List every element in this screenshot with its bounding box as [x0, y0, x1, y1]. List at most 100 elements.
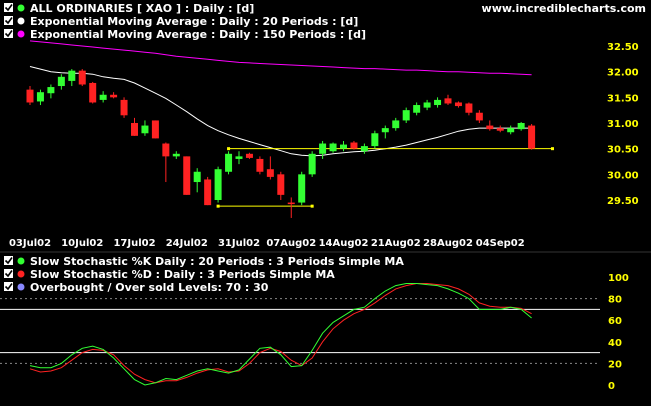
- stoch-k-line: [29, 283, 532, 386]
- price-tick-label: 32.50: [607, 42, 639, 53]
- candle-body: [340, 144, 347, 149]
- stoch-series: [29, 283, 532, 386]
- check-mark-icon: [4, 270, 13, 278]
- candle-body: [47, 87, 55, 94]
- support-line-handle[interactable]: [216, 204, 220, 208]
- candle-body: [78, 70, 86, 85]
- candle-body: [193, 171, 201, 183]
- candle: [371, 130, 379, 149]
- candle: [287, 197, 295, 218]
- date-tick-label: 10Jul02: [61, 238, 103, 249]
- candle: [151, 120, 159, 139]
- stoch-legend: Slow Stochastic %K Daily : 20 Periods : …: [4, 255, 404, 294]
- checkbox-icon[interactable]: [4, 16, 13, 25]
- candle-body: [381, 128, 389, 133]
- candle: [47, 84, 55, 99]
- candle-body: [329, 143, 337, 152]
- legend-item-ema150[interactable]: Exponential Moving Average : Daily : 150…: [4, 28, 366, 41]
- candle: [454, 101, 462, 108]
- candle: [360, 143, 368, 154]
- candle-body: [360, 146, 368, 152]
- candle-body: [141, 125, 149, 134]
- checkbox-icon[interactable]: [4, 256, 13, 265]
- stoch-tick-label: 80: [608, 295, 622, 306]
- candle-body: [507, 128, 515, 133]
- candle: [465, 102, 473, 116]
- candle: [110, 92, 118, 99]
- ema20-line: [29, 66, 532, 157]
- candle-body: [496, 128, 504, 131]
- candle: [131, 117, 138, 136]
- candle-body: [235, 156, 243, 159]
- candle-body: [454, 102, 462, 107]
- candle-body: [298, 174, 306, 203]
- price-tick-label: 31.50: [607, 93, 639, 104]
- candle-body: [308, 153, 316, 175]
- legend-item-ema20[interactable]: Exponential Moving Average : Daily : 20 …: [4, 15, 358, 28]
- magenta-dot-icon: [17, 30, 25, 38]
- candle-body: [68, 70, 76, 81]
- site-url[interactable]: www.incrediblecharts.com: [482, 2, 646, 15]
- checkbox-icon[interactable]: [4, 3, 13, 12]
- candle: [329, 142, 337, 153]
- candle-body: [517, 123, 525, 130]
- price-x-axis: 03Jul02 10Jul02 17Jul02 24Jul02 31Jul02 07Aug…: [9, 238, 525, 249]
- candle: [517, 121, 525, 131]
- candle-body: [162, 143, 170, 157]
- support-line-handle[interactable]: [227, 147, 231, 151]
- candle: [266, 156, 274, 180]
- legend-label: ALL ORDINARIES [ XAO ] : Daily : [d]: [30, 2, 254, 15]
- price-tick-label: 29.50: [607, 196, 639, 207]
- candle-body: [57, 76, 65, 87]
- legend-item-stoch-d[interactable]: Slow Stochastic %D : Daily : 3 Periods S…: [4, 268, 335, 281]
- candle-body: [319, 143, 327, 154]
- date-tick-label: 17Jul02: [113, 238, 155, 249]
- candle: [319, 140, 327, 159]
- candle-body: [402, 110, 410, 121]
- candle-body: [287, 202, 295, 205]
- candle-body: [423, 102, 431, 108]
- check-mark-icon: [4, 30, 13, 38]
- legend-item-levels[interactable]: Overbought / Over sold Levels: 70 : 30: [4, 281, 269, 294]
- support-line-handle[interactable]: [551, 147, 554, 151]
- candle-body: [110, 94, 118, 98]
- candle-body: [99, 94, 107, 100]
- green-dot-icon: [17, 257, 25, 265]
- candle: [141, 120, 149, 136]
- date-tick-label: 07Aug02: [266, 238, 316, 249]
- candle: [507, 125, 515, 135]
- candle-body: [120, 99, 128, 116]
- legend-item-stoch-k[interactable]: Slow Stochastic %K Daily : 20 Periods : …: [4, 255, 404, 268]
- candle-body: [465, 103, 473, 113]
- stoch-tick-label: 60: [608, 316, 622, 327]
- candle: [78, 69, 86, 87]
- support-lines: [216, 147, 554, 208]
- stoch-d-line: [29, 283, 532, 384]
- candle: [57, 74, 65, 90]
- checkbox-icon[interactable]: [4, 282, 13, 291]
- stoch-tick-label: 40: [608, 338, 622, 349]
- candle: [235, 151, 243, 165]
- date-tick-label: 21Aug02: [371, 238, 421, 249]
- candle-body: [89, 82, 97, 103]
- candle-body: [131, 123, 138, 136]
- candle: [99, 91, 107, 103]
- candle: [528, 124, 536, 150]
- candle-body: [36, 92, 44, 102]
- candle-body: [528, 125, 536, 149]
- date-tick-label: 24Jul02: [166, 238, 208, 249]
- candle: [204, 176, 212, 206]
- legend-item-xao[interactable]: ALL ORDINARIES [ XAO ] : Daily : [d]: [4, 2, 254, 15]
- checkbox-icon[interactable]: [4, 269, 13, 278]
- red-dot-icon: [17, 270, 25, 278]
- support-line-handle[interactable]: [310, 204, 314, 208]
- candle: [402, 107, 410, 123]
- stoch-tick-label: 20: [608, 359, 622, 370]
- checkbox-icon[interactable]: [4, 29, 13, 38]
- candle: [162, 142, 170, 183]
- candle-body: [475, 112, 483, 121]
- candle: [475, 110, 483, 123]
- candle: [26, 86, 34, 106]
- candle-body: [245, 153, 253, 158]
